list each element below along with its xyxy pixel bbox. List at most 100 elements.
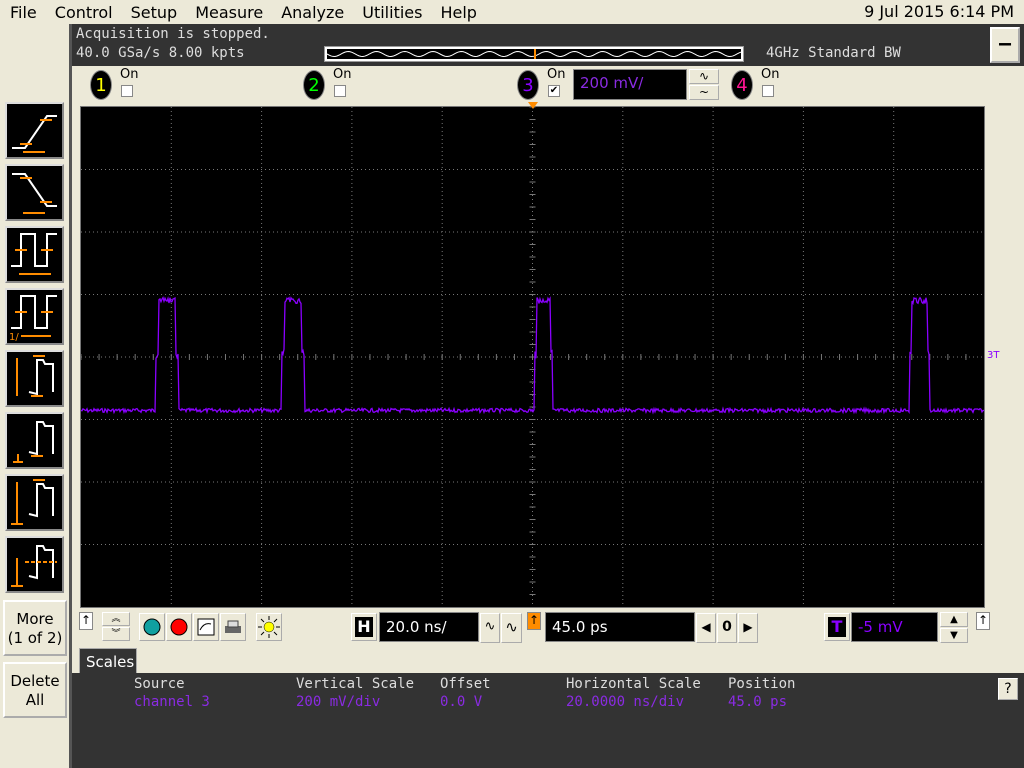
delete-all-label: All: [25, 691, 45, 709]
status-bar: Acquisition is stopped. 40.0 GSa/s 8.00 …: [72, 24, 1024, 66]
vertical-scale-value: 200 mV/div: [296, 694, 381, 710]
offset-header: Offset: [440, 676, 491, 692]
channel-3-checkbox[interactable]: ✔: [548, 85, 560, 97]
channel-3-scale-field[interactable]: 200 mV/: [573, 69, 687, 100]
more-button[interactable]: More (1 of 2): [3, 600, 67, 656]
menu-measure[interactable]: Measure: [195, 2, 264, 22]
channel-1-on-label: On: [120, 67, 139, 82]
menu-analyze[interactable]: Analyze: [281, 2, 345, 22]
print-button[interactable]: [220, 613, 246, 641]
frequency-icon: 1/: [9, 295, 57, 343]
more-label: More: [16, 610, 54, 628]
source-header: Source: [134, 676, 185, 692]
coupling-dc-button[interactable]: ~: [689, 85, 719, 100]
scroll-down-button[interactable]: ︾: [102, 627, 130, 641]
period-icon: [11, 233, 57, 275]
svg-text:1/: 1/: [9, 332, 19, 343]
vertical-scale-header: Vertical Scale: [296, 676, 415, 692]
channel-4-on-label: On: [761, 67, 780, 82]
trigger-level-field[interactable]: -5 mV: [851, 612, 938, 642]
vavg-button[interactable]: [5, 536, 64, 593]
coupling-ac-button[interactable]: ∿: [689, 69, 719, 84]
channel-2-checkbox[interactable]: [334, 85, 346, 97]
vmax-button[interactable]: [5, 474, 64, 531]
vpp-icon: [16, 355, 54, 397]
single-icon: [197, 618, 215, 636]
measurement-panel: 1/ More (1 of 2) Delete All: [0, 24, 72, 768]
menu-bar: File Control Setup Measure Analyze Utili…: [0, 0, 1024, 24]
sample-rate: 40.0 GSa/s 8.00 kpts: [76, 45, 245, 61]
vpp-button[interactable]: [5, 350, 64, 407]
trigger-level-marker[interactable]: 3T: [987, 350, 1000, 361]
offset-value: 0.0 V: [440, 694, 483, 710]
menu-control[interactable]: Control: [54, 2, 113, 22]
position-left-button[interactable]: ◀: [696, 613, 716, 643]
fine-scale-button[interactable]: ∿: [480, 613, 500, 643]
position-right-button[interactable]: ▶: [738, 613, 758, 643]
horizontal-scale-value: 20.0000 ns/div: [566, 694, 685, 710]
period-button[interactable]: [5, 226, 64, 283]
run-button[interactable]: [139, 613, 165, 641]
coarse-scale-button[interactable]: ∿: [501, 613, 522, 643]
waveform-display[interactable]: [80, 106, 985, 608]
graticule: [80, 106, 984, 607]
single-button[interactable]: [193, 613, 219, 641]
time-ref-button[interactable]: ↑: [527, 612, 541, 630]
horizontal-position-field[interactable]: 45.0 ps: [545, 612, 695, 642]
scroll-up-button[interactable]: ︽: [102, 612, 130, 626]
channel-3-button[interactable]: 3: [517, 70, 539, 100]
delete-label: Delete: [10, 672, 60, 690]
h-label: H: [355, 617, 373, 637]
vmin-icon: [13, 421, 54, 463]
scales-info-panel: Source channel 3 Vertical Scale 200 mV/d…: [72, 673, 1024, 768]
trigger-button[interactable]: T: [824, 613, 850, 641]
horizontal-scale-field[interactable]: 20.0 ns/: [379, 612, 479, 642]
menu-utilities[interactable]: Utilities: [362, 2, 423, 22]
minimize-button[interactable]: —: [990, 27, 1020, 63]
horizontal-scale-header: Horizontal Scale: [566, 676, 701, 692]
delete-all-button[interactable]: Delete All: [3, 662, 67, 718]
menu-help[interactable]: Help: [440, 2, 477, 22]
bandwidth-label: 4GHz Standard BW: [766, 45, 901, 61]
fall-time-icon: [12, 173, 57, 214]
channel-1-checkbox[interactable]: [121, 85, 133, 97]
channel-4-checkbox[interactable]: [762, 85, 774, 97]
frequency-button[interactable]: 1/: [5, 288, 64, 345]
ground-ref-button[interactable]: ↑: [79, 612, 93, 630]
position-value: 45.0 ps: [728, 694, 788, 710]
horizontal-button[interactable]: H: [351, 613, 377, 641]
vmin-button[interactable]: [5, 412, 64, 469]
vavg-icon: [11, 545, 57, 587]
source-value: channel 3: [134, 694, 210, 710]
trigger-marker-button[interactable]: ↑: [976, 612, 990, 630]
help-button[interactable]: ?: [998, 678, 1018, 700]
channel-3-trace: [80, 296, 984, 415]
tab-scales[interactable]: Scales: [79, 648, 137, 674]
rise-time-button[interactable]: [5, 102, 64, 159]
stop-button[interactable]: [166, 613, 192, 641]
channel-2-on-label: On: [333, 67, 352, 82]
brightness-button[interactable]: [256, 613, 282, 641]
more-page-label: (1 of 2): [7, 629, 63, 647]
vmax-icon: [11, 479, 54, 525]
memory-bar[interactable]: [324, 46, 744, 62]
channel-1-button[interactable]: 1: [90, 70, 112, 100]
fall-time-button[interactable]: [5, 164, 64, 221]
position-zero-button[interactable]: 0: [717, 613, 737, 643]
stop-icon: [170, 618, 188, 636]
trigger-down-button[interactable]: ▼: [940, 628, 968, 643]
printer-icon: [225, 620, 241, 633]
channel-3-on-label: On: [547, 67, 566, 82]
time-reference-marker[interactable]: [528, 102, 538, 109]
menu-setup[interactable]: Setup: [130, 2, 178, 22]
channel-2-button[interactable]: 2: [303, 70, 325, 100]
date-time: 9 Jul 2015 6:14 PM: [864, 2, 1014, 21]
sun-icon: [258, 616, 280, 638]
trigger-up-button[interactable]: ▲: [940, 612, 968, 627]
channel-4-button[interactable]: 4: [731, 70, 753, 100]
t-label: T: [828, 617, 846, 637]
position-header: Position: [728, 676, 796, 692]
run-icon: [143, 618, 161, 636]
menu-file[interactable]: File: [10, 2, 37, 22]
acquisition-status: Acquisition is stopped.: [76, 26, 270, 42]
